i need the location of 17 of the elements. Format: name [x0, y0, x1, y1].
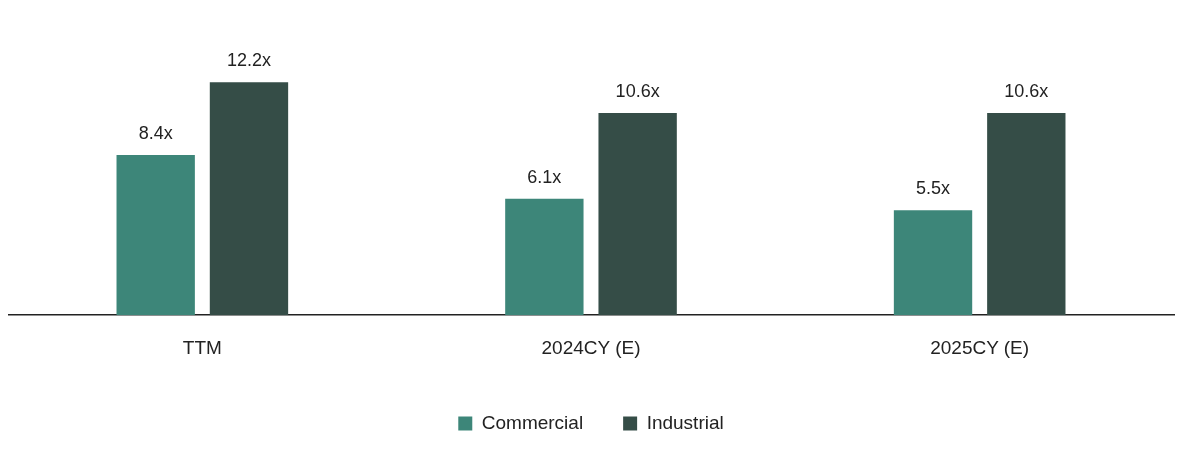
- bar: [598, 112, 677, 316]
- legend-label: Commercial: [481, 411, 584, 433]
- legend-label: Industrial: [646, 411, 724, 433]
- x-tick-label: 2024CY (E): [541, 336, 641, 358]
- bar: [209, 82, 289, 316]
- data-label: 10.6x: [1004, 80, 1049, 101]
- data-label: 10.6x: [615, 80, 660, 101]
- x-tick-label: TTM: [182, 336, 222, 358]
- bar: [505, 198, 584, 316]
- data-label: 8.4x: [138, 122, 173, 143]
- data-label: 6.1x: [527, 166, 562, 187]
- bar: [116, 154, 195, 316]
- x-tick-label: 2025CY (E): [930, 336, 1030, 358]
- data-label: 12.2x: [226, 50, 271, 71]
- data-label: 5.5x: [916, 178, 951, 199]
- bar: [987, 112, 1066, 316]
- bar: [893, 210, 973, 316]
